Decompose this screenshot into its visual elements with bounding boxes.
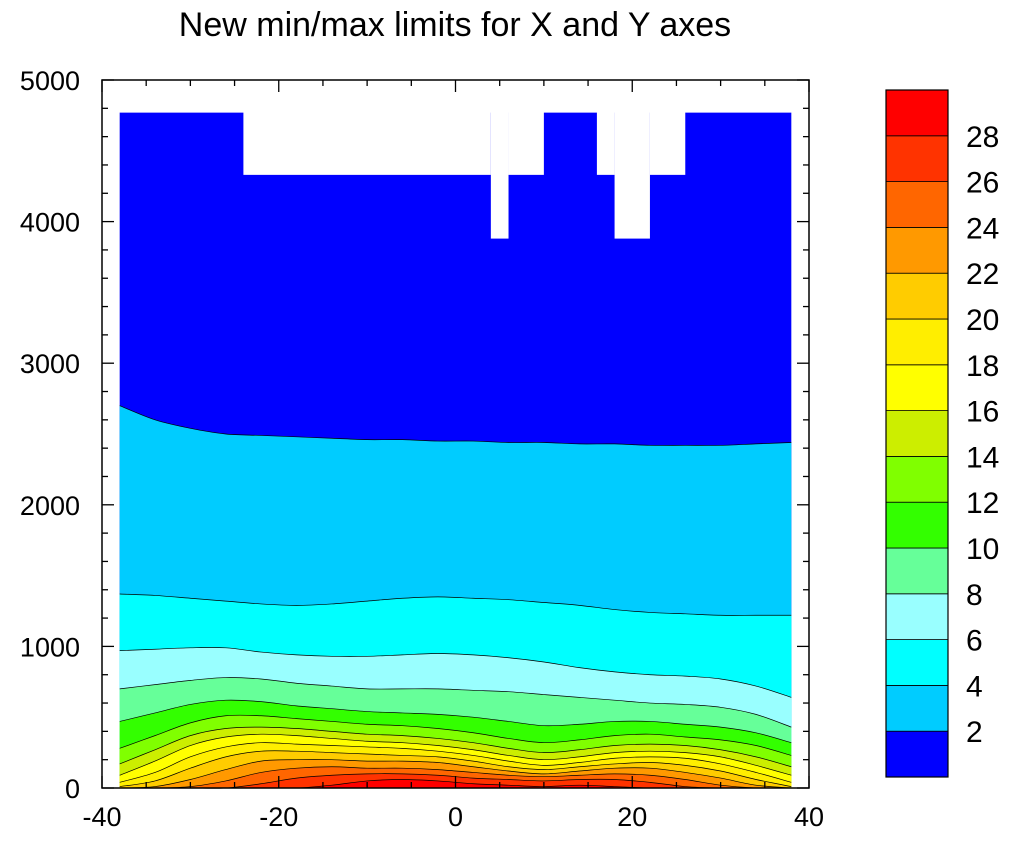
x-tick-labels: -40 -20 0 20 40 [82, 802, 824, 832]
colorbar-label: 24 [966, 212, 999, 245]
colorbar-label: 12 [966, 487, 999, 520]
colorbar-label: 22 [966, 258, 999, 291]
colorbar-box [885, 318, 949, 366]
colorbar: 28 26 24 22 20 18 16 14 12 10 8 6 4 2 [885, 89, 999, 778]
colorbar-box [885, 364, 949, 411]
missing-data-region [614, 84, 650, 239]
colorbar-frame [885, 89, 949, 778]
colorbar-box [885, 135, 949, 183]
contour-line-18 [119, 742, 792, 783]
y-tick-label: 5000 [20, 66, 80, 96]
colorbar-box [885, 226, 949, 274]
colorbar-box [885, 181, 949, 228]
missing-data-region [649, 84, 686, 175]
contour-line-16 [119, 733, 792, 776]
colorbar-box [885, 89, 949, 137]
missing-data-region [119, 84, 244, 113]
colorbar-box [885, 639, 949, 686]
colorbar-label: 18 [966, 350, 999, 383]
x-tick-label: -20 [259, 802, 298, 832]
colorbar-label: 4 [966, 670, 983, 703]
missing-data-mask [119, 84, 792, 239]
x-tick-label: 20 [617, 802, 647, 832]
contour-line-24 [119, 766, 792, 789]
contour-line-6 [119, 647, 792, 698]
contour-fills [119, 112, 792, 789]
chart-title: New min/max limits for X and Y axes [179, 6, 731, 44]
colorbar-label: 20 [966, 304, 999, 337]
contour-line-2 [119, 405, 792, 446]
colorbar-label: 26 [966, 167, 999, 200]
contour-line-10 [119, 699, 792, 744]
missing-data-region [596, 84, 615, 175]
y-tick-label: 0 [65, 774, 80, 804]
missing-data-region [490, 84, 509, 239]
y-tick-labels: 0 1000 2000 3000 4000 5000 [20, 66, 80, 804]
colorbar-label: 16 [966, 396, 999, 429]
x-tick-label: 40 [794, 802, 824, 832]
y-tick-label: 4000 [20, 208, 80, 238]
x-tick-label: 0 [448, 802, 463, 832]
colorbar-label: 2 [966, 716, 983, 749]
colorbar-box [885, 410, 949, 457]
colorbar-label: 28 [966, 121, 999, 154]
missing-data-region [508, 84, 544, 175]
missing-data-region [543, 84, 597, 113]
contour-line-14 [119, 726, 792, 768]
colorbar-box [885, 501, 949, 549]
y-tick-label: 1000 [20, 632, 80, 662]
colorbar-label: 10 [966, 533, 999, 566]
contour-line-12 [119, 714, 792, 756]
colorbar-box [885, 547, 949, 595]
axis-ticks [101, 79, 810, 789]
y-tick-label: 2000 [20, 491, 80, 521]
colorbar-box [885, 272, 949, 320]
colorbar-box [885, 685, 949, 732]
contour-line-20 [119, 750, 792, 787]
missing-data-region [243, 84, 491, 175]
contour-line-22 [119, 759, 792, 789]
x-tick-label: -40 [82, 802, 121, 832]
colorbar-label: 14 [966, 441, 999, 474]
contour-line-4 [119, 593, 792, 616]
y-tick-label: 3000 [20, 349, 80, 379]
missing-data-region [685, 84, 792, 113]
colorbar-box [885, 455, 949, 503]
contour-line-8 [119, 677, 792, 728]
colorbar-box [885, 593, 949, 640]
colorbar-label: 8 [966, 579, 983, 612]
colorbar-label: 6 [966, 625, 983, 658]
colorbar-box [885, 730, 949, 778]
